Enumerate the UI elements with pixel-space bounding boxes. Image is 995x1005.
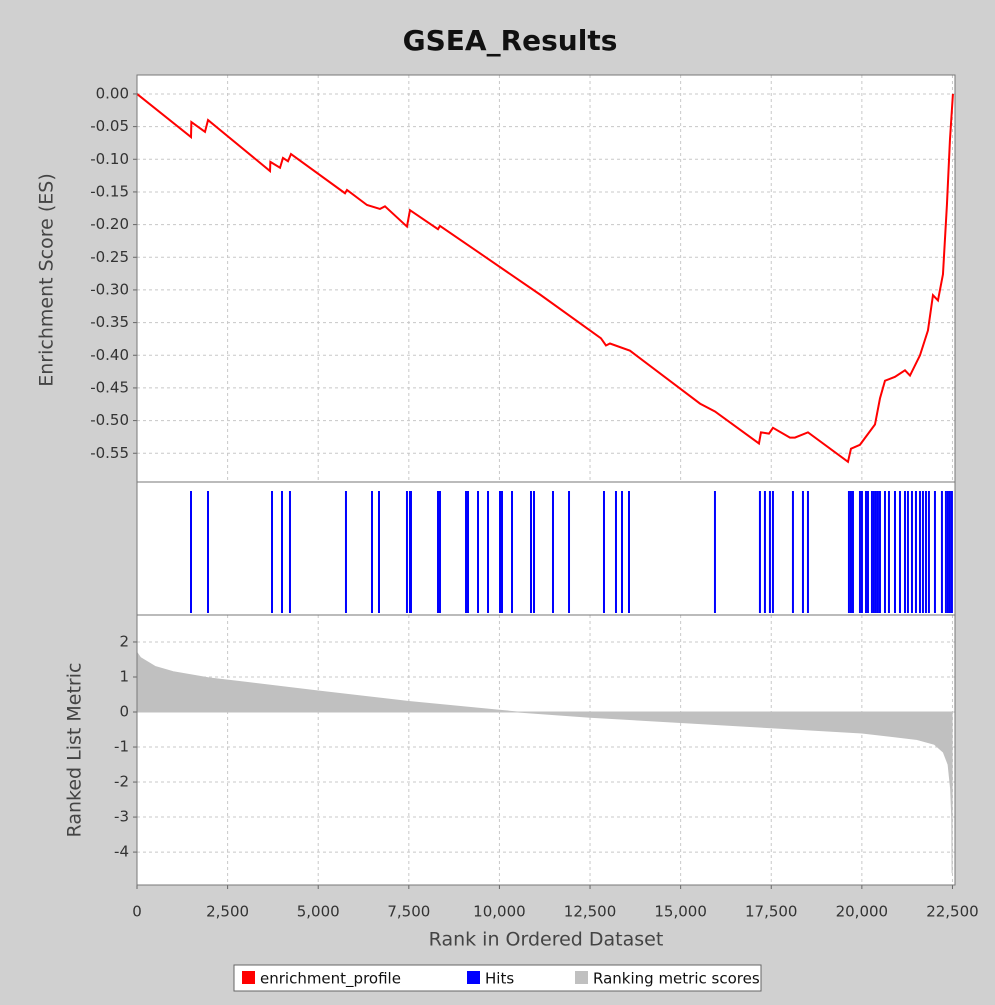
y-tick-label: -0.25	[90, 248, 129, 266]
x-tick-label: 0	[132, 903, 142, 921]
x-tick-label: 17,500	[745, 903, 798, 921]
plot-area	[137, 75, 955, 482]
x-tick-label: 5,000	[297, 903, 340, 921]
x-tick-label: 2,500	[206, 903, 249, 921]
y-tick-label: -0.50	[90, 411, 129, 429]
legend-swatch	[242, 971, 255, 984]
x-tick-label: 22,500	[926, 903, 979, 921]
x-tick-label: 10,000	[473, 903, 526, 921]
y-tick-label: -0.45	[90, 378, 129, 396]
y-tick-label: -0.35	[90, 313, 129, 331]
legend-label: Hits	[485, 970, 514, 988]
x-tick-label: 20,000	[836, 903, 889, 921]
y-tick-label: -0.15	[90, 182, 129, 200]
plot-border	[136, 614, 956, 886]
y-tick-label: 2	[119, 632, 129, 650]
y-tick-label: -0.30	[90, 280, 129, 298]
y-tick-label: 1	[119, 667, 129, 685]
legend-swatch	[575, 971, 588, 984]
y-tick-label: -3	[114, 808, 129, 826]
metric-area	[136, 650, 953, 874]
y-tick-label: -0.10	[90, 150, 129, 168]
enrichment-line	[136, 93, 954, 464]
legend-swatch	[467, 971, 480, 984]
plot-area	[137, 615, 955, 885]
y-axis-label: Enrichment Score (ES)	[36, 173, 58, 387]
x-tick-label: 12,500	[564, 903, 617, 921]
legend-label: Ranking metric scores	[593, 970, 760, 988]
y-tick-label: -0.40	[90, 346, 129, 364]
x-tick-label: 15,000	[654, 903, 707, 921]
y-tick-label: -4	[114, 843, 129, 861]
y-tick-label: -0.05	[90, 117, 129, 135]
y-tick-label: -0.55	[90, 444, 129, 462]
legend	[233, 964, 762, 992]
x-axis-label: Rank in Ordered Dataset	[429, 929, 664, 951]
y-tick-label: 0.00	[96, 84, 129, 102]
y-tick-label: -1	[114, 738, 129, 756]
y-tick-label: 0	[119, 703, 129, 721]
chart-title: GSEA_Results	[403, 24, 618, 57]
y-tick-label: -0.20	[90, 215, 129, 233]
y-tick-label: -2	[114, 773, 129, 791]
y-axis-label: Ranked List Metric	[64, 663, 86, 838]
plot-area	[137, 482, 955, 615]
legend-label: enrichment_profile	[260, 970, 401, 989]
x-tick-label: 7,500	[387, 903, 430, 921]
